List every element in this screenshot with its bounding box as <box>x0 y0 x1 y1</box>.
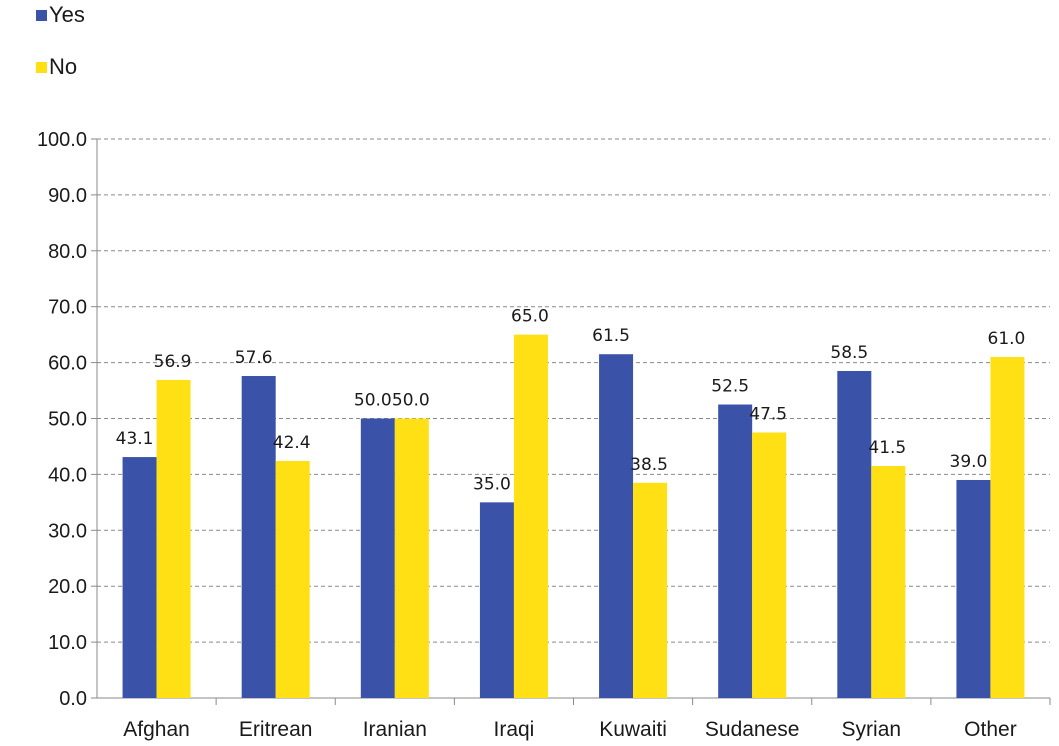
y-tick-label: 50.0 <box>48 409 87 431</box>
bar-no <box>752 432 787 698</box>
bar-no <box>990 357 1025 698</box>
data-label: 35.0 <box>473 474 511 494</box>
data-label: 43.1 <box>116 429 154 449</box>
bar-no <box>394 418 429 698</box>
y-tick-label: 10.0 <box>48 632 87 654</box>
category-label: Afghan <box>123 718 190 741</box>
category-label: Kuwaiti <box>599 718 667 741</box>
data-label: 50.0 <box>354 391 392 411</box>
data-label: 47.5 <box>749 404 787 424</box>
bar-no <box>513 334 548 698</box>
y-tick-label: 90.0 <box>48 185 87 207</box>
bar-yes <box>241 376 276 698</box>
legend-label: No <box>49 54 77 79</box>
data-label: 42.4 <box>273 433 311 453</box>
data-label: 58.5 <box>830 343 868 363</box>
data-label: 61.0 <box>988 329 1026 349</box>
bar-no <box>156 379 191 698</box>
bar-no <box>871 466 906 698</box>
legend-swatch <box>36 10 47 21</box>
bar-yes <box>122 457 157 698</box>
category-label: Other <box>964 718 1017 741</box>
y-tick-label: 30.0 <box>48 520 87 542</box>
data-label: 56.9 <box>154 352 192 372</box>
category-label: Iranian <box>363 718 427 741</box>
legend-label: Yes <box>49 2 85 27</box>
category-label: Syrian <box>842 718 902 741</box>
data-label: 39.0 <box>950 452 988 472</box>
bar-yes <box>837 370 872 698</box>
legend: Yes No <box>36 2 85 79</box>
bar-yes <box>599 354 634 698</box>
data-label: 50.0 <box>392 391 430 411</box>
category-label: Sudanese <box>705 718 800 741</box>
data-label: 57.6 <box>235 348 273 368</box>
bar-yes <box>956 479 991 698</box>
category-label: Eritrean <box>239 718 313 741</box>
legend-swatch <box>36 62 47 73</box>
y-tick-label: 60.0 <box>48 353 87 375</box>
y-tick-label: 100.0 <box>37 129 87 151</box>
data-label: 65.0 <box>511 307 549 327</box>
bar-no <box>275 460 310 698</box>
bar-no <box>633 482 668 698</box>
y-tick-label: 80.0 <box>48 241 87 263</box>
bar-yes <box>360 418 395 698</box>
y-tick-label: 0.0 <box>59 688 87 710</box>
bars <box>122 334 1025 698</box>
y-tick-label: 40.0 <box>48 464 87 486</box>
data-labels: 43.1 56.9 57.6 42.4 50.0 50.0 35.0 65.0 61.5 38.5… <box>116 307 1026 495</box>
data-label: 61.5 <box>592 326 630 346</box>
data-label: 38.5 <box>630 455 668 475</box>
gridlines <box>97 138 1050 643</box>
data-label: 52.5 <box>711 377 749 397</box>
y-tick-label: 20.0 <box>48 576 87 598</box>
y-tick-label: 70.0 <box>48 297 87 319</box>
bar-yes <box>479 502 514 698</box>
data-label: 41.5 <box>868 438 906 458</box>
category-label: Iraqi <box>494 718 535 741</box>
bar-yes <box>718 404 753 698</box>
